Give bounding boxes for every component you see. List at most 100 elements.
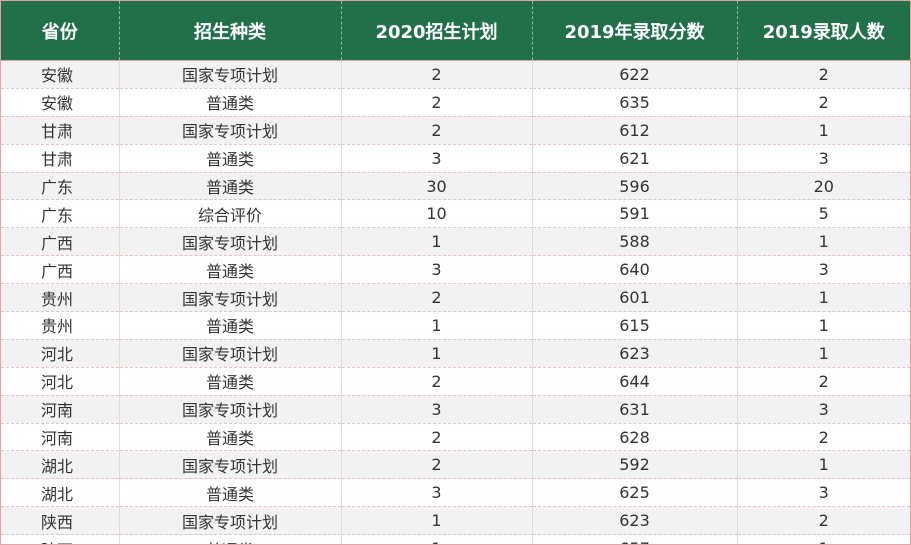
cell-admission-type: 国家专项计划: [119, 116, 342, 145]
cell-2020-plan: 1: [341, 506, 533, 536]
cell-province: 贵州: [1, 283, 120, 313]
cell-2020-plan: 3: [341, 395, 533, 424]
cell-admission-type: 普通类: [119, 88, 342, 117]
table-row: 广西 普通类 3 640 3: [1, 255, 910, 285]
cell-2019-count: 2: [737, 88, 910, 117]
cell-2019-count: 1: [737, 311, 910, 340]
cell-2020-plan: 2: [341, 116, 533, 145]
cell-2020-plan: 1: [341, 227, 533, 257]
header-admission-type: 招生种类: [119, 1, 342, 61]
cell-admission-type: 国家专项计划: [119, 283, 342, 313]
cell-2020-plan: 1: [341, 311, 533, 340]
cell-2020-plan: 2: [341, 450, 533, 480]
table-row: 贵州 国家专项计划 2 601 1: [1, 283, 910, 313]
cell-2019-score: 612: [532, 116, 738, 145]
cell-province: 甘肃: [1, 144, 120, 173]
table-row: 湖北 国家专项计划 2 592 1: [1, 450, 910, 480]
cell-admission-type: 综合评价: [119, 199, 342, 229]
cell-2019-count: 1: [737, 116, 910, 145]
table-row: 广东 普通类 30 596 20: [1, 172, 910, 201]
table-row: 甘肃 普通类 3 621 3: [1, 144, 910, 173]
cell-2019-count: 2: [737, 506, 910, 536]
cell-province: 湖北: [1, 478, 120, 508]
cell-2019-score: 592: [532, 450, 738, 480]
cell-2019-score: 621: [532, 144, 738, 173]
cell-2019-count: 1: [737, 227, 910, 257]
header-province: 省份: [1, 1, 120, 61]
cell-2019-score: 635: [532, 88, 738, 117]
cell-admission-type: 普通类: [119, 534, 342, 544]
cell-province: 河北: [1, 339, 120, 368]
table-row: 河南 国家专项计划 3 631 3: [1, 395, 910, 424]
table-row: 湖北 普通类 3 625 3: [1, 478, 910, 508]
cell-2019-score: 640: [532, 255, 738, 285]
cell-admission-type: 国家专项计划: [119, 450, 342, 480]
cell-2019-count: 3: [737, 255, 910, 285]
cell-2019-score: 591: [532, 199, 738, 229]
cell-admission-type: 普通类: [119, 255, 342, 285]
cell-2020-plan: 2: [341, 423, 533, 452]
table-row: 陕西 国家专项计划 1 623 2: [1, 506, 910, 536]
cell-province: 湖北: [1, 450, 120, 480]
cell-province: 河南: [1, 423, 120, 452]
cell-province: 河南: [1, 395, 120, 424]
cell-2020-plan: 2: [341, 283, 533, 313]
cell-province: 安徽: [1, 60, 120, 89]
cell-2019-score: 622: [532, 60, 738, 89]
table-row: 安徽 国家专项计划 2 622 2: [1, 60, 910, 89]
cell-admission-type: 普通类: [119, 367, 342, 396]
cell-2020-plan: 30: [341, 172, 533, 201]
cell-2020-plan: 2: [341, 60, 533, 89]
table-header: 省份 招生种类 2020招生计划 2019年录取分数 2019录取人数: [1, 1, 910, 61]
cell-2020-plan: 2: [341, 88, 533, 117]
cell-2019-count: 1: [737, 283, 910, 313]
cell-2019-count: 5: [737, 199, 910, 229]
cell-2019-score: 623: [532, 339, 738, 368]
cell-2019-score: 631: [532, 395, 738, 424]
table-row: 贵州 普通类 1 615 1: [1, 311, 910, 340]
cell-province: 甘肃: [1, 116, 120, 145]
table-row: 河北 普通类 2 644 2: [1, 367, 910, 396]
cell-2019-count: 3: [737, 478, 910, 508]
cell-2019-count: 1: [737, 339, 910, 368]
cell-province: 河北: [1, 367, 120, 396]
header-row: 省份 招生种类 2020招生计划 2019年录取分数 2019录取人数: [1, 1, 910, 61]
cell-province: 陕西: [1, 534, 120, 544]
cell-province: 广西: [1, 227, 120, 257]
table-row: 安徽 普通类 2 635 2: [1, 88, 910, 117]
cell-2019-count: 3: [737, 144, 910, 173]
cell-2019-count: 20: [737, 172, 910, 201]
cell-2019-score: 628: [532, 423, 738, 452]
table-row: 陕西普通类16571: [1, 534, 910, 544]
cell-province: 广西: [1, 255, 120, 285]
cell-admission-type: 国家专项计划: [119, 506, 342, 536]
cell-admission-type: 普通类: [119, 478, 342, 508]
table-row: 甘肃 国家专项计划 2 612 1: [1, 116, 910, 145]
cell-2019-score: 657: [532, 534, 738, 544]
cell-admission-type: 国家专项计划: [119, 339, 342, 368]
cell-admission-type: 国家专项计划: [119, 395, 342, 424]
cell-admission-type: 国家专项计划: [119, 227, 342, 257]
cell-2020-plan: 3: [341, 478, 533, 508]
cell-2019-count: 1: [737, 450, 910, 480]
table-row: 河北 国家专项计划 1 623 1: [1, 339, 910, 368]
cell-2019-count: 2: [737, 367, 910, 396]
cell-2019-score: 588: [532, 227, 738, 257]
cell-2019-count: 2: [737, 60, 910, 89]
cell-2019-score: 596: [532, 172, 738, 201]
cell-province: 广东: [1, 199, 120, 229]
table-row: 河南 普通类 2 628 2: [1, 423, 910, 452]
cell-province: 陕西: [1, 506, 120, 536]
cell-2019-score: 625: [532, 478, 738, 508]
cell-admission-type: 国家专项计划: [119, 60, 342, 89]
cell-province: 广东: [1, 172, 120, 201]
cell-admission-type: 普通类: [119, 144, 342, 173]
cell-2019-score: 601: [532, 283, 738, 313]
cell-admission-type: 普通类: [119, 172, 342, 201]
cell-2019-count: 2: [737, 423, 910, 452]
cell-2019-count: 3: [737, 395, 910, 424]
cell-2020-plan: 2: [341, 367, 533, 396]
cell-province: 安徽: [1, 88, 120, 117]
